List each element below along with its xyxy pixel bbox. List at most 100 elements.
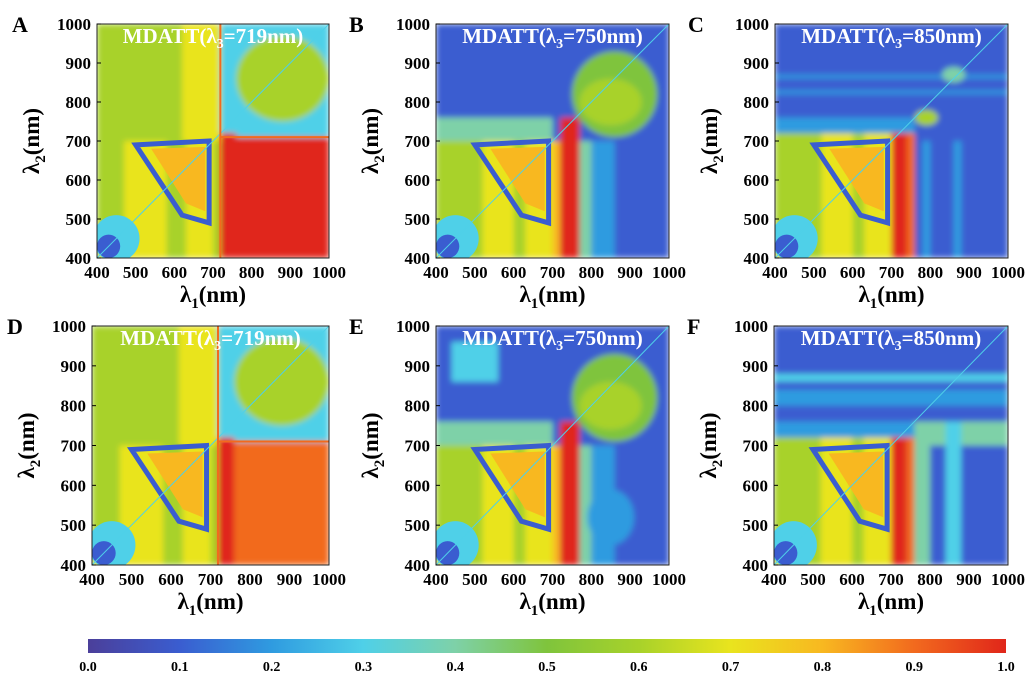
heatmap-cell — [953, 141, 962, 258]
x-tick-label: 1000 — [652, 263, 686, 282]
x-tick-label: 700 — [878, 570, 904, 589]
heatmap-blob — [579, 381, 642, 430]
panel-title-subscript: 3 — [556, 37, 563, 52]
y-tick-label: 800 — [405, 93, 431, 112]
panel-title-value: =750nm) — [563, 326, 643, 350]
panel-title: MDATT(λ3=750nm) — [462, 24, 643, 52]
contour-outline — [131, 138, 212, 227]
colorbar-tick-label: 0.9 — [905, 660, 923, 675]
x-tick-label: 400 — [423, 263, 449, 282]
heatmap-cell — [774, 421, 915, 438]
y-tick-label: 600 — [743, 476, 769, 495]
panel-title-text: MDATT(λ — [120, 326, 215, 350]
heatmap-cell — [922, 141, 931, 258]
panel-title: MDATT(λ3=850nm) — [801, 326, 982, 354]
contour-outline — [470, 138, 552, 227]
colorbar-tick-label: 0.8 — [814, 660, 832, 675]
y-tick-label: 800 — [744, 93, 770, 112]
diagonal-line — [92, 326, 329, 565]
x-tick-label: 1000 — [991, 263, 1025, 282]
panel-title-text: MDATT(λ — [801, 24, 896, 48]
heatmap-blob — [579, 78, 642, 126]
y-tick-label: 600 — [61, 476, 87, 495]
heatmap-cell — [436, 117, 553, 141]
heatmap-cell — [945, 421, 962, 565]
y-tick-label: 700 — [405, 132, 431, 151]
y-tick-label: 400 — [61, 556, 87, 575]
diagonal-line — [436, 24, 669, 258]
y-tick-label: 1000 — [57, 15, 91, 34]
x-tick-label: 500 — [462, 263, 488, 282]
panel-title: MDATT(λ3=750nm) — [462, 326, 643, 354]
y-tick-label: 700 — [61, 437, 87, 456]
x-axis-label: λ1(nm) — [858, 589, 924, 619]
colorbar-ticks: 0.0 0.1 0.2 0.3 0.4 0.5 0.6 0.7 0.8 0.9 1.0 — [79, 660, 1015, 675]
colorbar-tick-label: 0.7 — [722, 660, 740, 675]
y-tick-label: 900 — [61, 357, 87, 376]
y-tick-label: 400 — [744, 249, 770, 268]
x-tick-label: 400 — [762, 263, 788, 282]
heatmap-blob — [914, 109, 939, 126]
x-axis-label: λ1(nm) — [177, 589, 243, 619]
upper-right-blob — [236, 35, 329, 122]
y-tick-label: 900 — [405, 54, 431, 73]
colorbar-tick-label: 0.1 — [171, 660, 189, 675]
x-tick-label: 700 — [879, 263, 905, 282]
diagonal-line — [97, 24, 329, 258]
contour-outline — [127, 442, 210, 533]
y-tick-label: 700 — [744, 132, 770, 151]
x-tick-label: 900 — [956, 570, 982, 589]
y-tick-label: 400 — [405, 249, 431, 268]
y-tick-label: 800 — [66, 93, 92, 112]
y-axis-label: λ2(nm) — [697, 108, 727, 174]
colorbar-tick-label: 0.2 — [263, 660, 281, 675]
x-tick-label: 400 — [84, 263, 110, 282]
diagonal-features — [775, 24, 1008, 258]
x-tick-label: 1000 — [312, 263, 346, 282]
x-tick-label: 900 — [617, 570, 643, 589]
y-tick-label: 800 — [743, 397, 769, 416]
y-tick-label: 700 — [405, 437, 431, 456]
heatmap-cell — [218, 437, 235, 565]
red-band — [560, 117, 580, 258]
heatmap-area — [436, 24, 669, 258]
colorbar-tick-label: 0.6 — [630, 660, 648, 675]
heatmap-cell — [451, 341, 499, 382]
y-axis-label: λ2(nm) — [696, 412, 726, 478]
y-tick-label: 600 — [405, 171, 431, 190]
diagonal-features — [774, 326, 1008, 565]
y-tick-label: 1000 — [396, 15, 430, 34]
panel-title-subscript: 3 — [895, 37, 902, 52]
y-tick-label: 800 — [61, 397, 87, 416]
x-tick-label: 700 — [200, 263, 226, 282]
diagonal-features — [436, 326, 669, 565]
heatmap-cell — [220, 133, 237, 258]
heatmap-cell — [775, 117, 915, 134]
x-tick-label: 1000 — [991, 570, 1025, 589]
heatmap-cell — [591, 141, 615, 258]
y-tick-label: 1000 — [734, 317, 768, 336]
panel-title-value: =719nm) — [221, 326, 301, 350]
heatmap-cell — [907, 133, 915, 258]
y-tick-label: 1000 — [396, 317, 430, 336]
panel-letter: F — [687, 314, 700, 339]
y-tick-label: 900 — [743, 357, 769, 376]
diagonal-line — [436, 326, 669, 565]
y-tick-label: 900 — [405, 357, 431, 376]
panel-title: MDATT(λ3=719nm) — [120, 326, 301, 354]
x-tick-label: 900 — [277, 570, 303, 589]
y-axis-label: λ2(nm) — [19, 108, 49, 174]
colorbar-tick-label: 0.4 — [446, 660, 464, 675]
y-tick-label: 500 — [405, 210, 431, 229]
panel-title-value: =850nm) — [902, 24, 982, 48]
panel-e: MDATT(λ3=750nm) E 400 500 600 700 800 900 1000 40… — [349, 314, 686, 619]
y-tick-label: 700 — [743, 437, 769, 456]
heatmap-cell — [774, 373, 1008, 382]
panel-title: MDATT(λ3=850nm) — [801, 24, 982, 52]
heatmap-area — [436, 326, 669, 565]
heatmap-cell — [579, 445, 592, 565]
heatmap-cell — [914, 421, 930, 565]
x-tick-label: 500 — [801, 263, 827, 282]
x-axis-label: λ1(nm) — [519, 282, 585, 312]
x-tick-label: 900 — [617, 263, 643, 282]
